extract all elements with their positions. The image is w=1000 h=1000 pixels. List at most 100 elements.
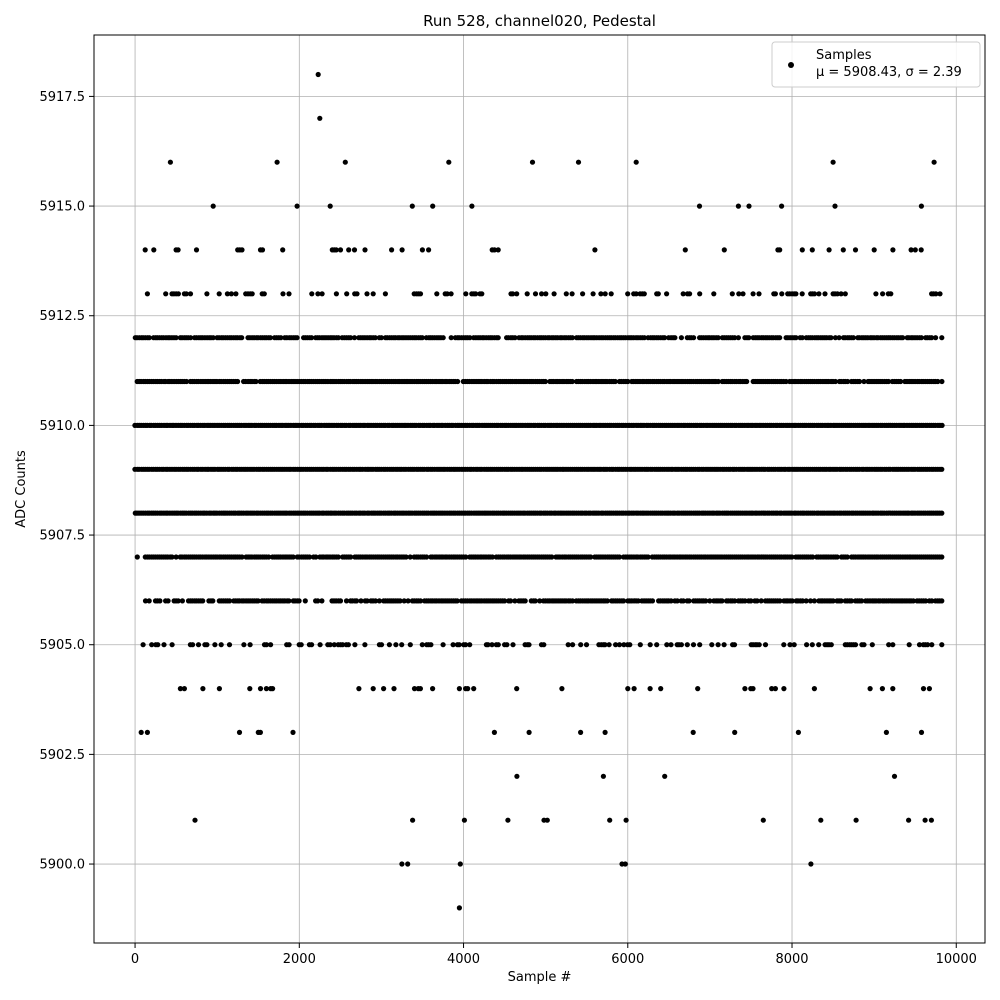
data-point <box>748 598 754 604</box>
data-point <box>455 378 461 385</box>
data-point <box>175 598 181 604</box>
data-point <box>391 686 397 692</box>
data-point <box>836 335 842 341</box>
data-point <box>939 466 945 472</box>
data-point <box>280 247 286 253</box>
data-point <box>463 291 469 297</box>
data-point <box>340 642 346 648</box>
data-point <box>781 642 787 648</box>
data-point <box>228 291 234 297</box>
data-point <box>204 291 210 297</box>
data-point <box>664 642 670 648</box>
data-point <box>779 203 785 209</box>
data-point <box>879 686 886 692</box>
data-point <box>625 686 631 692</box>
data-point <box>183 378 190 385</box>
data-point <box>224 291 230 297</box>
data-point <box>227 598 233 604</box>
data-point <box>627 642 633 648</box>
data-point <box>859 598 865 604</box>
data-point <box>772 686 779 692</box>
data-point <box>296 598 302 604</box>
data-point <box>598 291 604 297</box>
y-axis-label: ADC Counts <box>14 450 29 528</box>
data-point <box>732 598 738 604</box>
data-point <box>315 71 321 78</box>
data-point <box>247 686 253 692</box>
data-point <box>908 247 914 253</box>
data-point <box>910 598 916 604</box>
data-point <box>793 335 799 341</box>
data-point <box>929 598 935 604</box>
data-point <box>939 510 945 516</box>
data-point <box>937 291 943 297</box>
data-point <box>286 598 292 604</box>
data-point <box>602 291 608 297</box>
data-point <box>928 817 935 823</box>
data-point <box>925 642 931 648</box>
x-tick-label: 4000 <box>447 952 480 967</box>
data-point <box>559 686 565 692</box>
data-point <box>565 642 571 648</box>
data-point <box>799 335 805 341</box>
data-point <box>799 598 806 604</box>
data-point <box>378 335 384 341</box>
data-point <box>647 686 653 692</box>
data-point <box>838 291 844 297</box>
data-point <box>512 598 518 604</box>
data-point <box>781 686 787 692</box>
data-point <box>709 642 715 648</box>
data-point <box>772 291 779 297</box>
data-point <box>715 378 721 385</box>
data-point <box>606 642 612 648</box>
data-point <box>342 159 348 165</box>
data-point <box>793 291 799 297</box>
data-point <box>600 773 607 779</box>
data-point <box>933 291 939 297</box>
data-point <box>732 335 738 341</box>
data-point <box>317 642 323 648</box>
data-point <box>613 642 619 648</box>
data-point <box>410 817 416 823</box>
legend: Samples μ = 5908.43, σ = 2.39 <box>771 41 981 88</box>
y-tick-label: 5900.0 <box>40 858 86 873</box>
data-point <box>149 642 155 648</box>
data-point <box>918 335 925 341</box>
data-point <box>167 159 173 165</box>
data-point <box>787 642 793 648</box>
data-point <box>529 159 536 165</box>
data-point <box>424 554 430 560</box>
data-point <box>331 642 337 648</box>
data-point <box>543 291 549 297</box>
data-point <box>939 554 945 560</box>
data-point <box>662 773 668 779</box>
data-point <box>134 554 140 560</box>
data-point <box>808 861 814 867</box>
data-point <box>257 729 263 736</box>
data-point <box>551 291 557 297</box>
data-point <box>707 598 713 604</box>
data-point <box>607 817 613 823</box>
data-point <box>195 642 202 648</box>
data-point <box>578 729 584 736</box>
data-point <box>358 598 364 604</box>
plot-frame <box>93 34 986 944</box>
data-point <box>758 598 764 604</box>
data-point <box>570 642 576 648</box>
data-point <box>672 335 678 341</box>
data-point <box>828 642 834 648</box>
data-point <box>668 598 674 604</box>
data-point <box>218 642 224 648</box>
data-point <box>740 291 746 297</box>
data-point <box>467 335 473 341</box>
data-point <box>616 642 623 648</box>
data-point <box>372 598 379 604</box>
data-point <box>183 291 189 297</box>
legend-marker <box>788 62 794 68</box>
data-point <box>691 335 697 341</box>
data-point <box>931 159 937 165</box>
data-point <box>612 378 618 385</box>
data-point <box>939 422 945 428</box>
data-point <box>852 642 859 648</box>
data-point <box>906 817 912 823</box>
